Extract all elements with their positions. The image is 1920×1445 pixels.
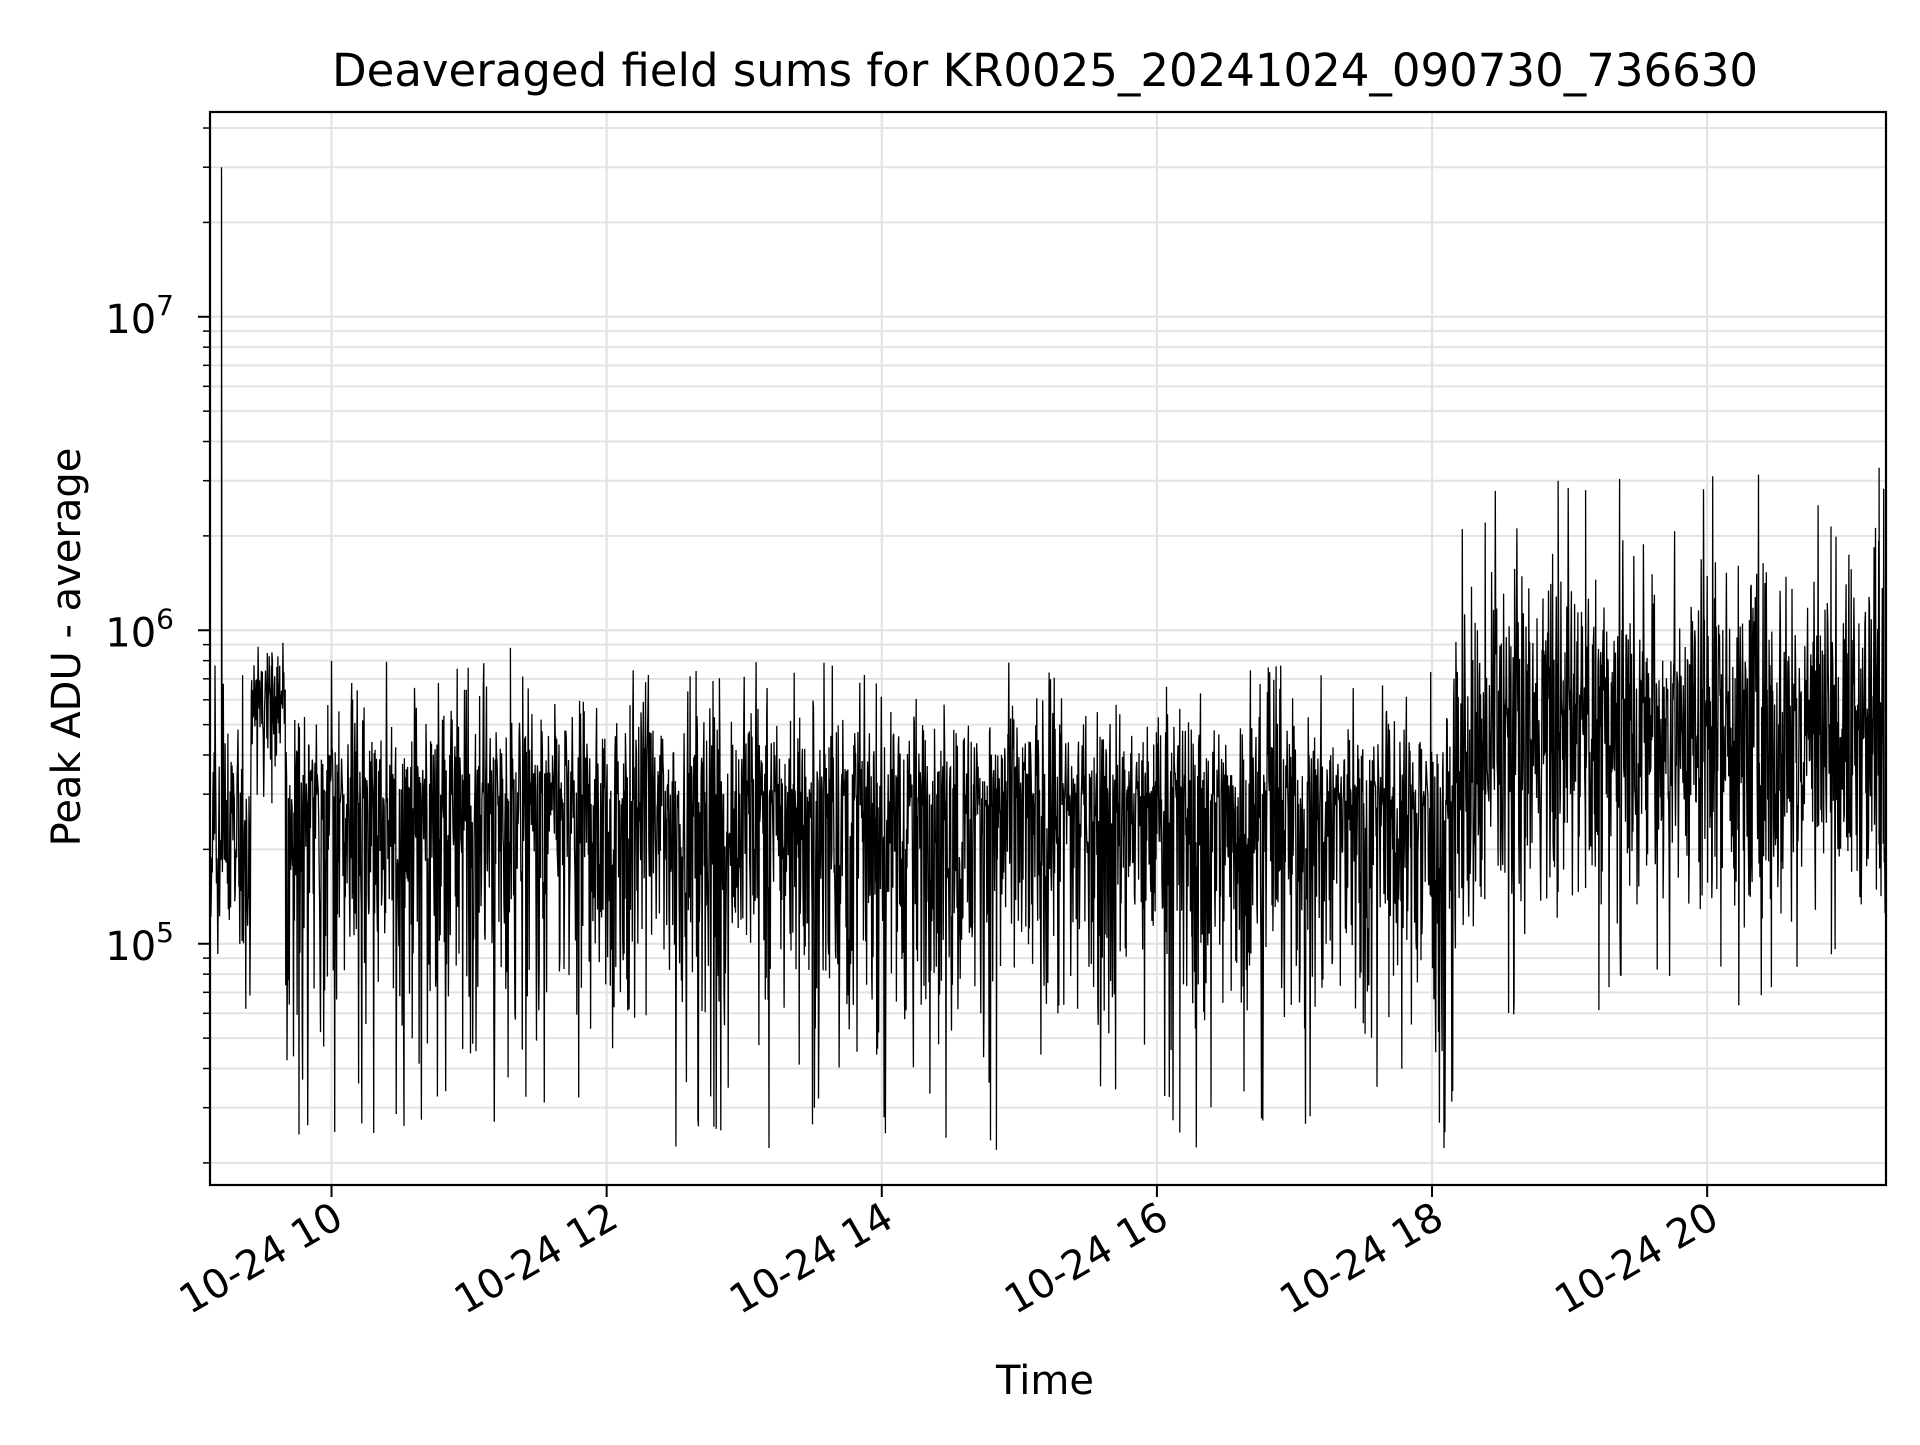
y-tick-exponent: 5	[156, 916, 174, 949]
y-tick-label: 106	[105, 602, 174, 656]
y-tick-label: 105	[105, 916, 174, 970]
plot-area	[209, 167, 1887, 1150]
series-line	[209, 167, 1887, 1150]
y-tick-exponent: 6	[156, 602, 174, 635]
y-tick-base: 10	[105, 610, 156, 656]
y-axis-label: Peak ADU - average	[44, 448, 90, 847]
y-tick-base: 10	[105, 924, 156, 970]
y-tick-base: 10	[105, 297, 156, 343]
x-axis-label: Time	[995, 1358, 1094, 1404]
y-tick-exponent: 7	[156, 289, 174, 322]
y-tick-label: 107	[105, 289, 174, 343]
chart-title: Deaveraged field sums for KR0025_2024102…	[332, 44, 1758, 97]
plot-frame	[208, 110, 1888, 1187]
